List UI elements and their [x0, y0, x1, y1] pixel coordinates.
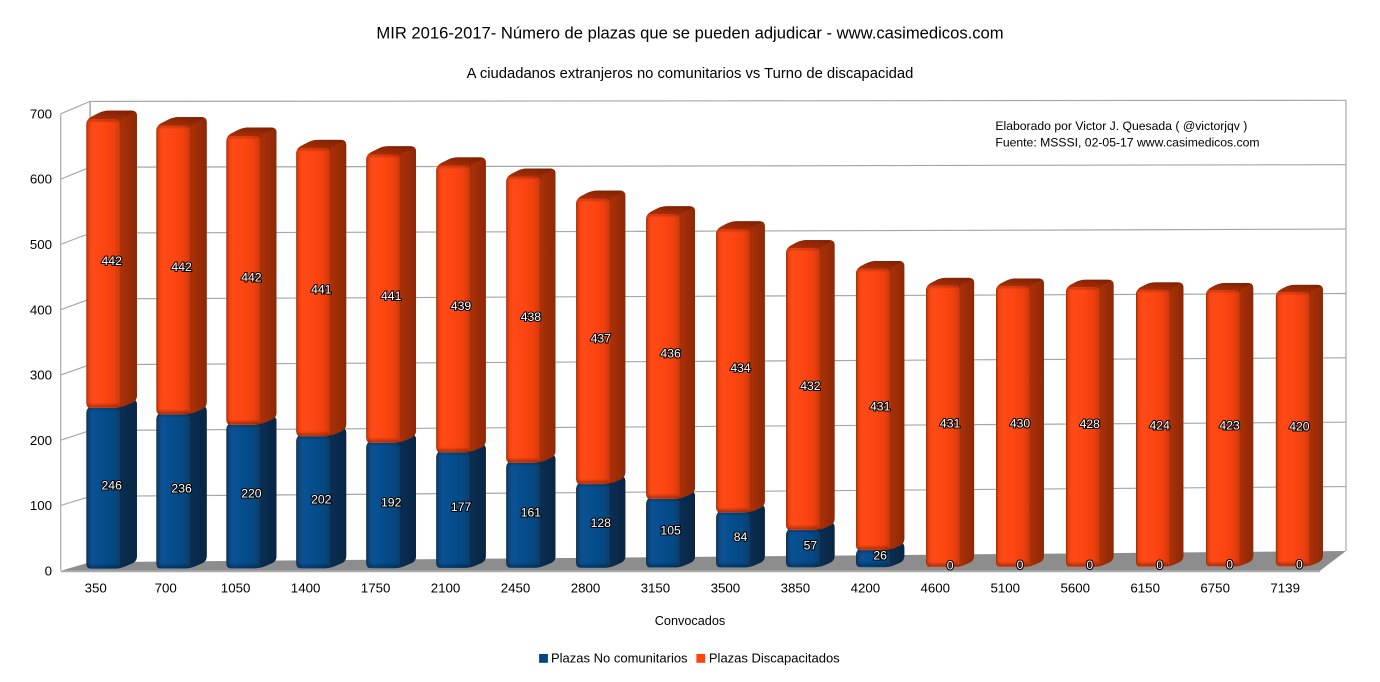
- svg-text:Convocados: Convocados: [655, 614, 726, 628]
- svg-text:424: 424: [1150, 418, 1171, 432]
- svg-text:500: 500: [30, 237, 52, 252]
- svg-text:400: 400: [30, 302, 52, 317]
- svg-text:4200: 4200: [851, 580, 881, 595]
- svg-text:2800: 2800: [571, 580, 601, 595]
- svg-text:350: 350: [85, 580, 107, 595]
- svg-text:1750: 1750: [361, 580, 391, 595]
- svg-text:0: 0: [1086, 558, 1093, 572]
- svg-text:4600: 4600: [921, 580, 951, 595]
- svg-text:300: 300: [30, 368, 52, 383]
- svg-text:420: 420: [1289, 419, 1310, 433]
- svg-text:A ciudadanos extranjeros no co: A ciudadanos extranjeros no comunitarios…: [467, 66, 914, 82]
- svg-text:161: 161: [521, 505, 542, 519]
- svg-text:437: 437: [591, 332, 612, 346]
- svg-text:5600: 5600: [1061, 580, 1091, 595]
- svg-text:3500: 3500: [711, 580, 741, 595]
- svg-text:442: 442: [241, 271, 262, 285]
- svg-text:428: 428: [1080, 417, 1101, 431]
- svg-text:5100: 5100: [991, 580, 1021, 595]
- svg-text:442: 442: [102, 254, 123, 268]
- svg-text:26: 26: [873, 549, 887, 563]
- svg-text:436: 436: [660, 347, 681, 361]
- svg-text:600: 600: [30, 172, 52, 187]
- svg-text:0: 0: [1156, 558, 1163, 572]
- svg-text:441: 441: [381, 289, 402, 303]
- svg-text:57: 57: [804, 539, 818, 553]
- svg-text:246: 246: [102, 478, 123, 492]
- svg-text:192: 192: [381, 496, 402, 510]
- svg-text:432: 432: [800, 379, 821, 393]
- svg-text:3850: 3850: [781, 580, 811, 595]
- svg-text:MIR 2016-2017- Número de plaza: MIR 2016-2017- Número de plazas que se p…: [376, 24, 1003, 43]
- svg-text:128: 128: [591, 516, 612, 530]
- svg-text:0: 0: [947, 558, 954, 572]
- svg-text:Fuente: MSSSI, 02-05-17 www.ca: Fuente: MSSSI, 02-05-17 www.casimedicos.…: [995, 136, 1259, 150]
- svg-text:3150: 3150: [641, 580, 671, 595]
- svg-text:1400: 1400: [291, 580, 321, 595]
- svg-text:0: 0: [1226, 558, 1233, 572]
- svg-text:6750: 6750: [1200, 580, 1230, 595]
- svg-text:202: 202: [311, 492, 332, 506]
- svg-text:441: 441: [311, 282, 332, 296]
- svg-text:Elaborado por Victor J. Quesad: Elaborado por Victor J. Quesada ( @victo…: [995, 119, 1247, 133]
- svg-text:6150: 6150: [1130, 580, 1160, 595]
- svg-text:0: 0: [45, 563, 52, 578]
- svg-text:438: 438: [521, 310, 542, 324]
- svg-text:423: 423: [1219, 418, 1240, 432]
- svg-text:700: 700: [30, 106, 52, 121]
- svg-text:439: 439: [451, 299, 472, 313]
- svg-text:700: 700: [155, 580, 177, 595]
- svg-text:2450: 2450: [501, 580, 531, 595]
- svg-text:84: 84: [734, 530, 748, 544]
- svg-text:Plazas Discapacitados: Plazas Discapacitados: [709, 651, 840, 666]
- svg-text:442: 442: [171, 260, 192, 274]
- svg-text:100: 100: [30, 498, 52, 513]
- svg-text:220: 220: [241, 487, 262, 501]
- svg-text:431: 431: [940, 416, 961, 430]
- svg-text:105: 105: [660, 523, 681, 537]
- svg-text:200: 200: [30, 433, 52, 448]
- svg-text:434: 434: [730, 361, 751, 375]
- svg-text:430: 430: [1010, 417, 1031, 431]
- svg-text:177: 177: [451, 500, 472, 514]
- svg-text:7139: 7139: [1270, 580, 1300, 595]
- svg-text:236: 236: [171, 482, 192, 496]
- svg-text:0: 0: [1017, 558, 1024, 572]
- svg-text:1050: 1050: [221, 580, 251, 595]
- svg-text:2100: 2100: [431, 580, 461, 595]
- svg-text:Plazas No comunitarios: Plazas No comunitarios: [551, 651, 688, 666]
- svg-text:431: 431: [870, 400, 891, 414]
- svg-text:0: 0: [1296, 558, 1303, 572]
